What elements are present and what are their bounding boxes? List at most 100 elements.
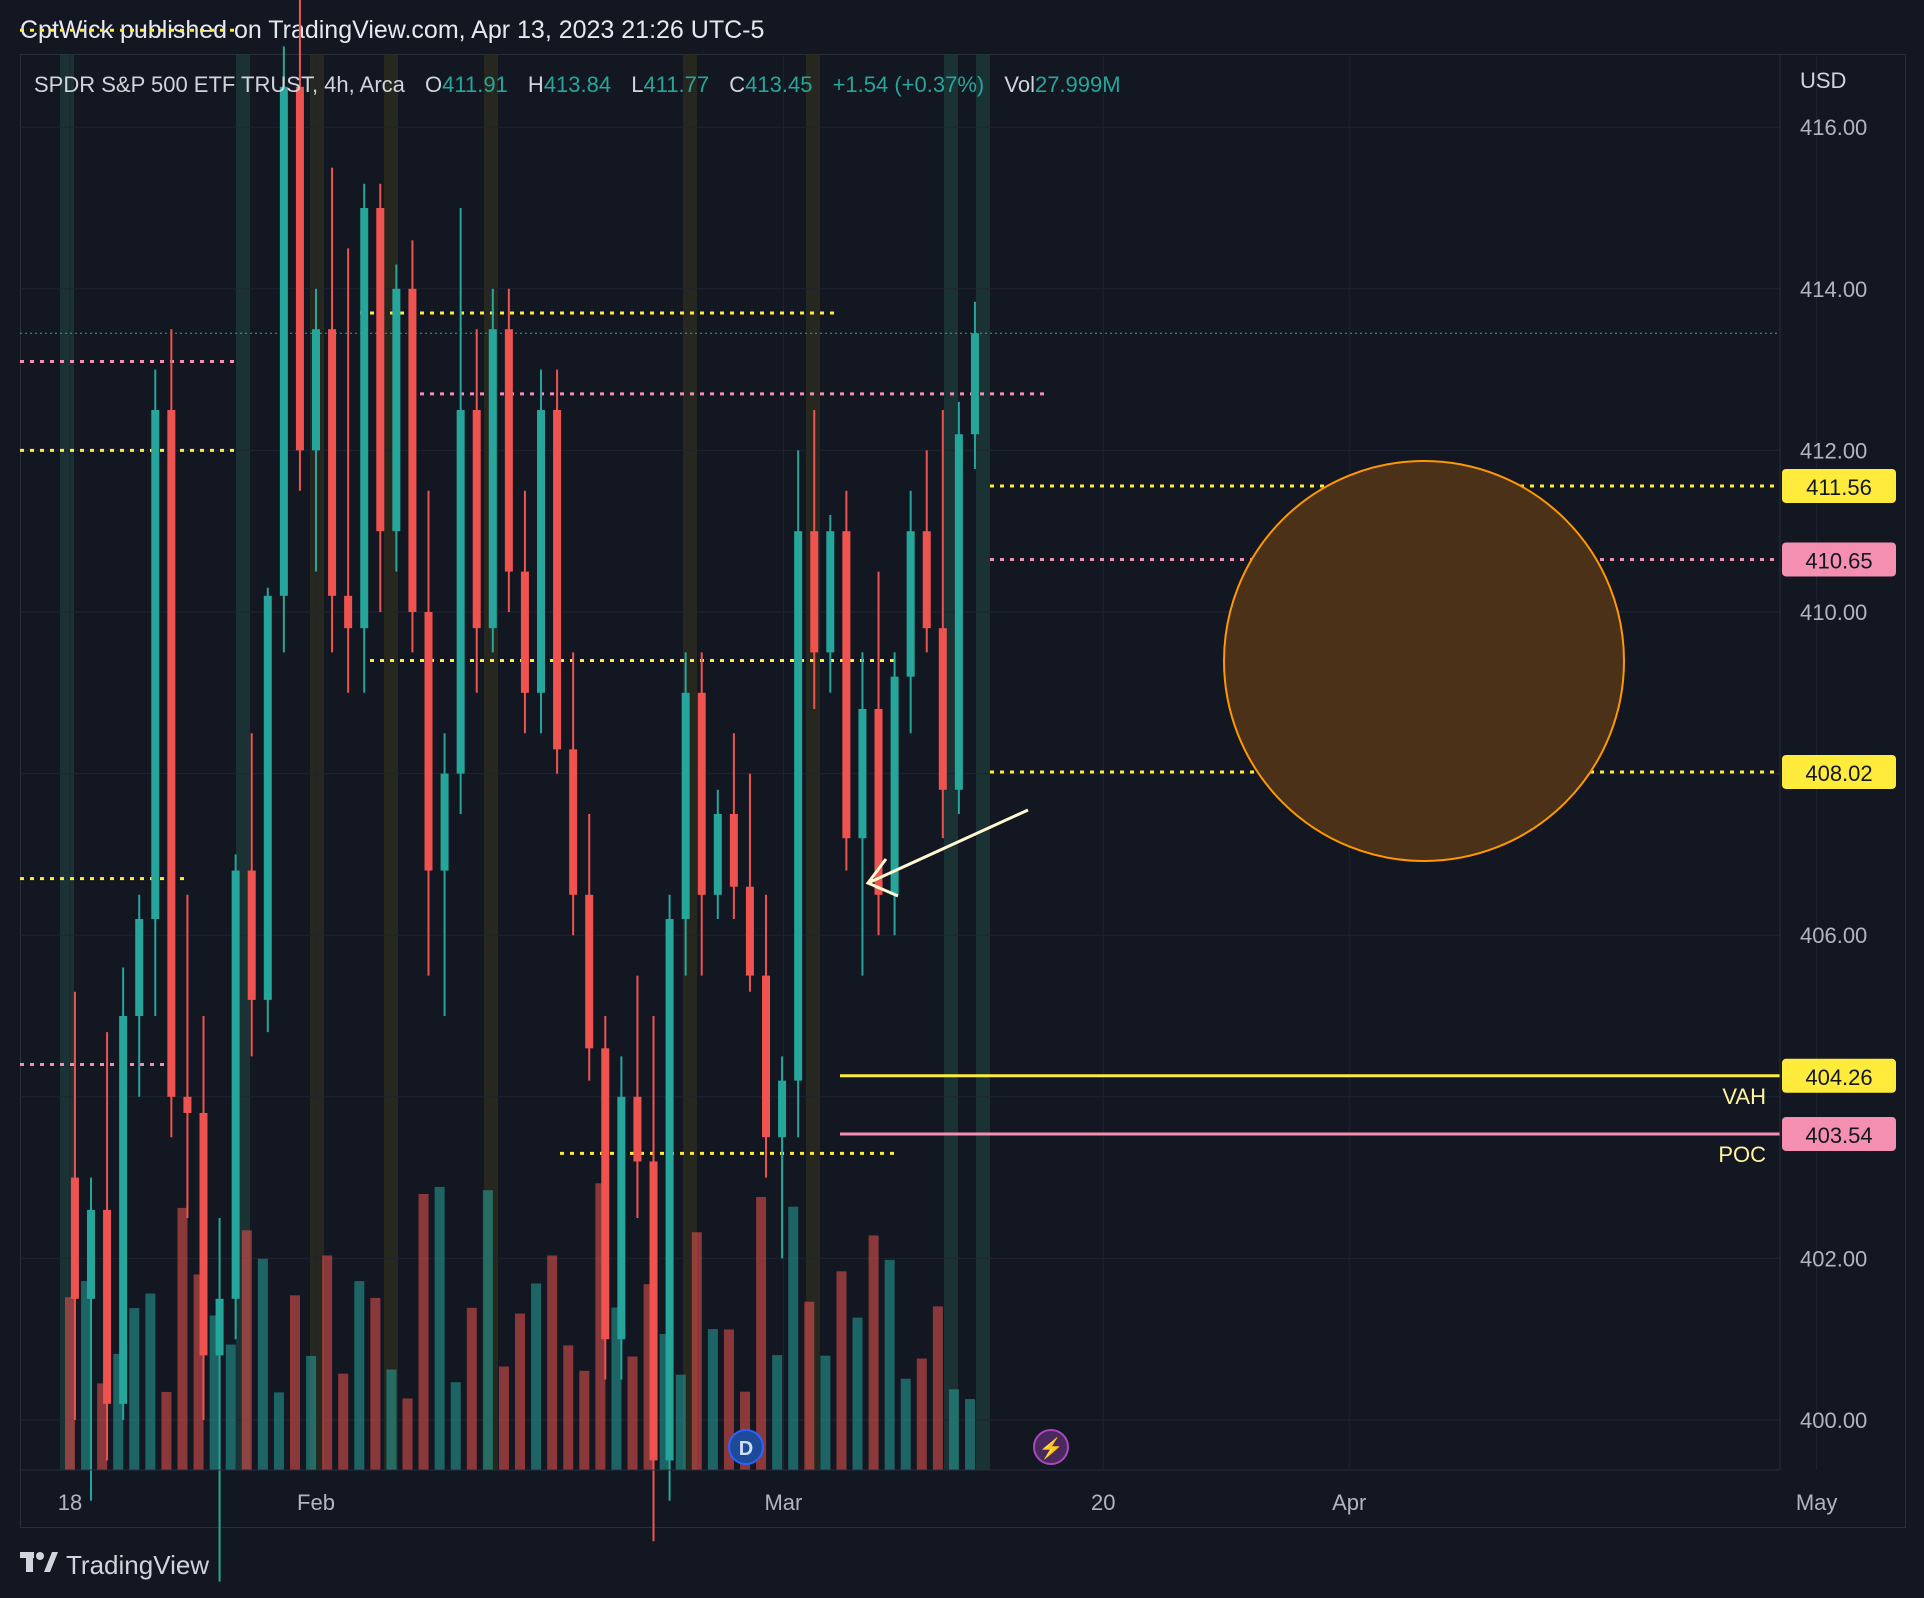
volume-bar (290, 1295, 301, 1470)
candle-body (970, 333, 979, 435)
x-tick-label: Feb (297, 1490, 335, 1515)
x-tick-label: Mar (764, 1490, 802, 1515)
candle-body (119, 1016, 128, 1404)
volume-bar (611, 1307, 622, 1470)
legend-low: 411.77 (643, 72, 710, 97)
price-badge (1782, 754, 1896, 789)
candle-body (328, 329, 337, 596)
candle-body (633, 1096, 642, 1162)
volume-bar (579, 1370, 590, 1470)
volume-bar (338, 1373, 349, 1470)
volume-bar (788, 1206, 799, 1470)
x-tick-label: Apr (1332, 1490, 1366, 1515)
volume-bar (707, 1329, 718, 1470)
candle-body (665, 919, 674, 1461)
y-tick-label: 402.00 (1800, 1246, 1867, 1271)
volume-bar (836, 1271, 847, 1470)
candle-body (135, 919, 144, 1016)
volume-bar (306, 1355, 317, 1470)
volume-bar (129, 1308, 140, 1470)
volume-bar (81, 1281, 92, 1470)
legend-low-label: L (631, 72, 644, 97)
legend-high-label: H (527, 72, 544, 97)
candle-body (183, 1096, 192, 1113)
volume-bar (370, 1297, 381, 1470)
annotation-arrow (865, 808, 1029, 898)
level-tag: VAH (1722, 1084, 1766, 1109)
candle-body (86, 1209, 95, 1299)
candle-body (520, 571, 529, 693)
volume-bar (466, 1307, 477, 1470)
volume-bar (257, 1258, 268, 1470)
volume-bar (675, 1374, 686, 1470)
x-tick-label: 18 (58, 1490, 82, 1515)
publish-line: CptWick published on TradingView.com, Ap… (20, 16, 765, 44)
volume-bar (161, 1391, 172, 1470)
x-tick-label: 20 (1091, 1490, 1115, 1515)
candle-body (215, 1298, 224, 1356)
price-badge-label: 404.26 (1805, 1065, 1872, 1090)
candle-body (794, 531, 803, 1081)
candle-body (247, 870, 256, 1000)
volume-bar (595, 1183, 606, 1470)
candle-body (649, 1161, 658, 1461)
candle-body (697, 692, 706, 895)
candle-body (553, 410, 562, 750)
candle-body (295, 86, 304, 451)
legend-change: +1.54 (+0.37%) (832, 72, 985, 97)
volume-bar (643, 1284, 654, 1470)
volume-bar (563, 1345, 574, 1470)
candle-body (360, 208, 369, 629)
candle-body (456, 410, 465, 774)
currency-label: USD (1800, 68, 1846, 93)
ohlc-legend: SPDR S&P 500 ETF TRUST, 4h, Arca O411.91… (34, 72, 1121, 98)
volume-bar (434, 1186, 445, 1470)
candle-body (504, 329, 513, 572)
volume-bar (916, 1358, 927, 1470)
candle-body (601, 1048, 610, 1340)
candle-body (778, 1080, 787, 1138)
price-badge (1782, 1116, 1896, 1151)
candle-body (392, 288, 401, 532)
y-tick-label: 400.00 (1800, 1408, 1867, 1433)
volume-bar (772, 1355, 783, 1470)
volume-bar (65, 1297, 75, 1470)
candle-body (199, 1112, 208, 1356)
volume-bar (965, 1399, 976, 1470)
candle-body (681, 692, 690, 920)
tradingview-logo-icon (20, 1552, 58, 1572)
candle-body (938, 628, 947, 790)
candle-body (440, 773, 449, 871)
volume-bar (450, 1382, 461, 1470)
volume-bar (531, 1283, 542, 1470)
volume-bar (322, 1255, 333, 1470)
candle-body (713, 814, 722, 895)
annotation-arrow-head (865, 858, 899, 898)
grid (20, 54, 1818, 1470)
event-marker (1033, 1429, 1069, 1465)
volume-bar (868, 1235, 879, 1470)
candle-body (762, 975, 771, 1138)
publish-bar: CptWick published on TradingView.com, Ap… (0, 0, 1924, 54)
volume-bar (418, 1194, 429, 1470)
volume-bar (547, 1255, 558, 1470)
session-band (976, 54, 990, 1470)
price-badge-label: 410.65 (1805, 548, 1872, 573)
volume-bar (515, 1313, 526, 1470)
volume-bar (723, 1329, 734, 1470)
price-badge-label: 408.02 (1805, 761, 1872, 786)
volume-bar (177, 1207, 188, 1470)
y-tick-label: 406.00 (1800, 923, 1867, 948)
volume-bar (482, 1190, 493, 1470)
candle-body (826, 531, 835, 653)
candle-body (408, 288, 417, 612)
volume-bar (820, 1355, 831, 1470)
session-band (310, 54, 324, 1470)
candle-body (745, 886, 754, 976)
volume-bar (225, 1344, 236, 1470)
candle-body (424, 612, 433, 871)
volume-bar (659, 1334, 670, 1470)
candle-body (858, 708, 867, 839)
volume-bar (113, 1353, 124, 1470)
